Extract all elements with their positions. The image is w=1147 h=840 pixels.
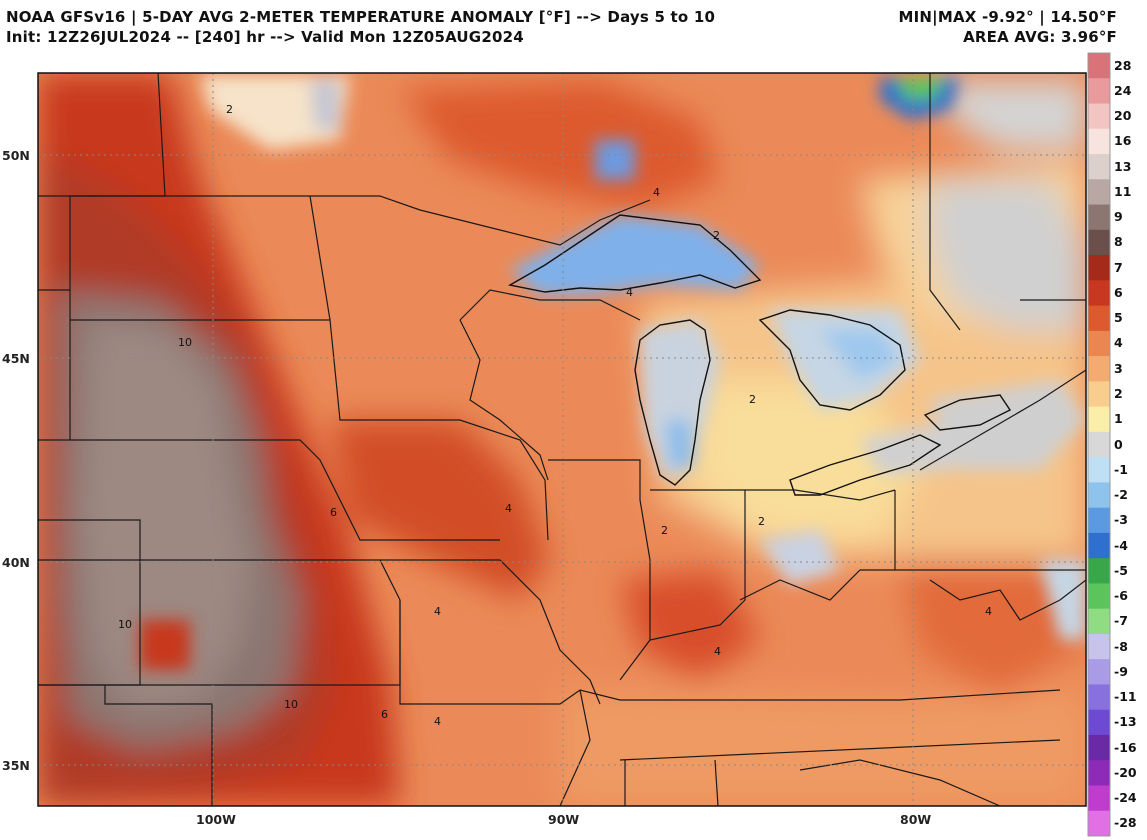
colorbar-swatch xyxy=(1088,785,1110,812)
colorbar-swatch xyxy=(1088,154,1110,180)
contour-label: 4 xyxy=(434,605,441,618)
header-subtitle: Init: 12Z26JUL2024 -- [240] hr --> Valid… xyxy=(6,28,524,46)
longitude-label: 100W xyxy=(196,812,236,827)
colorbar-label: 11 xyxy=(1114,183,1132,199)
lake-shorelines xyxy=(508,214,1012,496)
contour-label: 4 xyxy=(714,645,721,658)
contour-labels: 2 10 10 6 10 10 6 4 4 4 4 4 2 2 2 4 2 4 xyxy=(118,103,992,728)
state-boundaries xyxy=(38,73,1086,806)
colorbar-swatch xyxy=(1088,709,1110,736)
colorbar-swatch xyxy=(1088,280,1110,307)
latitude-label: 40N xyxy=(2,555,30,570)
colorbar-swatch xyxy=(1088,482,1110,509)
colorbar-swatch xyxy=(1088,810,1110,837)
contour-label: 6 xyxy=(381,708,388,721)
colorbar-swatch xyxy=(1088,583,1110,610)
colorbar-label: 20 xyxy=(1114,108,1132,124)
contour-label: 2 xyxy=(226,103,233,116)
longitude-label: 90W xyxy=(548,812,580,827)
colorbar-swatch xyxy=(1088,457,1110,483)
graticule xyxy=(38,73,1086,806)
colorbar-label: 8 xyxy=(1114,234,1123,250)
colorbar-label: -13 xyxy=(1114,714,1137,730)
contour-label: 10 xyxy=(178,336,192,349)
contour-label: 2 xyxy=(713,229,720,242)
colorbar-swatch xyxy=(1088,78,1110,105)
colorbar-label: 28 xyxy=(1114,57,1132,73)
colorbar-label: 5 xyxy=(1114,310,1123,326)
colorbar-swatch xyxy=(1088,255,1110,281)
contour-label: 4 xyxy=(505,502,512,515)
latitude-label: 35N xyxy=(2,758,30,773)
contour-label: 2 xyxy=(661,524,668,537)
colorbar-swatch xyxy=(1088,356,1110,382)
colorbar-swatch xyxy=(1088,229,1110,256)
colorbar-label: -3 xyxy=(1114,512,1128,528)
colorbar-swatch xyxy=(1088,734,1110,761)
contour-label: 4 xyxy=(434,715,441,728)
map-frame xyxy=(37,72,1087,807)
minmax-readout: MIN|MAX -9.92° | 14.50°F xyxy=(898,8,1117,26)
colorbar-swatch xyxy=(1088,684,1110,711)
colorbar-label: -28 xyxy=(1114,815,1137,831)
colorbar-label: 3 xyxy=(1114,360,1123,376)
colorbar-label: 1 xyxy=(1114,411,1123,427)
colorbar-label: 2 xyxy=(1114,385,1123,401)
colorbar-swatch xyxy=(1088,507,1110,534)
colorbar-swatch xyxy=(1088,532,1110,559)
colorbar-label: -1 xyxy=(1114,461,1128,477)
header-title: NOAA GFSv16 | 5-DAY AVG 2-METER TEMPERAT… xyxy=(6,8,716,26)
colorbar-label: -4 xyxy=(1114,537,1128,553)
contour-label: 10 xyxy=(118,618,132,631)
colorbar-swatch xyxy=(1088,381,1110,408)
latitude-label: 50N xyxy=(2,148,30,163)
colorbar-label: 0 xyxy=(1114,436,1123,452)
longitude-label: 80W xyxy=(900,812,932,827)
colorbar-label: 16 xyxy=(1114,133,1132,149)
colorbar-label: 6 xyxy=(1114,284,1123,300)
colorbar-label: -16 xyxy=(1114,739,1137,755)
colorbar-label: -8 xyxy=(1114,638,1128,654)
colorbar-swatch xyxy=(1088,406,1110,433)
colorbar-swatch xyxy=(1088,330,1110,357)
colorbar-swatch xyxy=(1088,633,1110,660)
colorbar-label: -6 xyxy=(1114,588,1128,604)
colorbar-label: -9 xyxy=(1114,663,1128,679)
colorbar-swatch xyxy=(1088,103,1110,130)
contour-label: 10 xyxy=(284,698,298,711)
colorbar-swatch xyxy=(1088,760,1110,786)
contour-label: 4 xyxy=(626,286,633,299)
colorbar-swatch xyxy=(1088,204,1110,231)
area-average-readout: AREA AVG: 3.96°F xyxy=(963,28,1117,46)
colorbar-swatch xyxy=(1088,431,1110,458)
colorbar-label: -7 xyxy=(1114,613,1128,629)
colorbar-label: -2 xyxy=(1114,487,1128,503)
colorbar-swatch xyxy=(1088,558,1110,584)
contour-label: 2 xyxy=(758,515,765,528)
colorbar-label: 9 xyxy=(1114,209,1123,225)
colorbar-swatch xyxy=(1088,659,1110,685)
colorbar-swatch xyxy=(1088,179,1110,206)
colorbar-label: -20 xyxy=(1114,764,1137,780)
colorbar-swatch xyxy=(1088,53,1110,79)
colorbar-label: 4 xyxy=(1114,335,1123,351)
colorbar-swatch xyxy=(1088,128,1110,155)
colorbar-label: -11 xyxy=(1114,689,1137,705)
colorbar-label: 13 xyxy=(1114,158,1132,174)
colorbar-label: -5 xyxy=(1114,562,1128,578)
colorbar-swatch xyxy=(1088,305,1110,332)
contour-label: 6 xyxy=(330,506,337,519)
colorbar xyxy=(1087,52,1111,837)
colorbar-label: 24 xyxy=(1114,82,1132,98)
latitude-label: 45N xyxy=(2,351,30,366)
colorbar-swatch xyxy=(1088,608,1110,635)
contour-label: 4 xyxy=(985,605,992,618)
colorbar-label: 7 xyxy=(1114,259,1123,275)
contour-label: 4 xyxy=(653,186,660,199)
colorbar-label: -24 xyxy=(1114,790,1137,806)
contour-label: 2 xyxy=(749,393,756,406)
